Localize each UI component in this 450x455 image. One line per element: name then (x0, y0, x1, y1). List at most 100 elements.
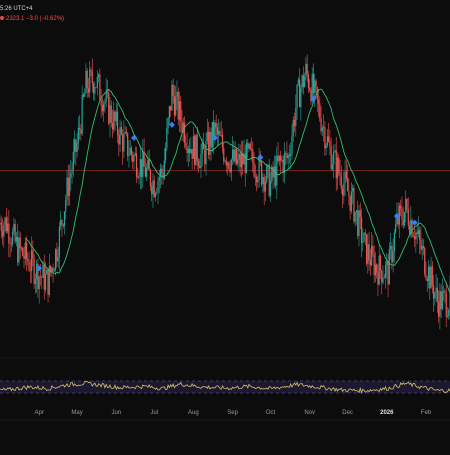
candle-body (310, 90, 312, 102)
candle-body (395, 224, 397, 233)
candle-body (205, 141, 207, 165)
candle-body (420, 239, 422, 250)
candle-body (168, 106, 170, 119)
candle-body (430, 266, 432, 289)
candle-body (72, 151, 74, 170)
candle-body (407, 209, 409, 226)
candle-body (347, 178, 349, 192)
signal-marker-icon (257, 154, 264, 161)
candle-body (99, 74, 101, 100)
session-time: 5:26 UTC+4 (0, 6, 33, 12)
candle-body (392, 251, 394, 263)
candle-body (111, 122, 114, 130)
candle-body (239, 153, 241, 168)
candle-body (195, 134, 197, 166)
candle-body (70, 173, 72, 178)
moving-average-line (25, 88, 450, 294)
candle-body (19, 237, 21, 249)
candle-body (266, 166, 268, 182)
candle-body (389, 245, 392, 249)
candle-body (368, 244, 370, 261)
candle-body (280, 155, 282, 161)
candle-body (13, 224, 15, 232)
candle-body (377, 272, 379, 285)
candle-body (1, 230, 4, 237)
candle-body (209, 132, 211, 155)
candle-body (32, 249, 34, 259)
candle-body (167, 118, 169, 128)
candle-body (316, 87, 318, 100)
candle-body (96, 76, 98, 88)
rsi-band (0, 381, 450, 393)
candle-body (374, 264, 377, 276)
candle-body (353, 187, 355, 222)
candle-body (158, 177, 160, 181)
candle-body (324, 127, 326, 149)
candle-body (282, 159, 284, 173)
candle-body (20, 248, 23, 249)
candle-body (27, 258, 29, 262)
candle-body (77, 127, 79, 143)
candle-body (0, 222, 1, 224)
candle-body (261, 161, 263, 185)
candle-body (393, 232, 395, 252)
candle-body (334, 150, 336, 152)
candle-body (298, 79, 301, 108)
candle-body (256, 176, 258, 183)
candle-body (233, 149, 235, 162)
candle-body (383, 277, 385, 279)
candle-body (197, 161, 200, 166)
candle-body (144, 166, 146, 177)
candle-body (67, 177, 69, 196)
x-axis-month-label: Aug (188, 410, 199, 416)
candle-body (89, 69, 91, 93)
candle-body (321, 127, 323, 132)
candle-body (130, 147, 133, 155)
candle-body (123, 133, 125, 152)
candle-body (431, 266, 433, 286)
candle-body (10, 243, 12, 245)
candle-body (5, 217, 7, 232)
candle-body (68, 177, 71, 196)
candle-body (104, 101, 106, 104)
candle-body (440, 291, 442, 310)
candle-body (401, 208, 403, 220)
candle-body (286, 153, 288, 159)
candle-body (135, 153, 138, 177)
candle-body (109, 105, 111, 124)
candle-body (61, 219, 63, 225)
candle-body (421, 246, 423, 250)
candle-body (221, 134, 224, 148)
candle-body (441, 291, 444, 310)
candle-body (384, 264, 387, 278)
candle-body (60, 219, 62, 227)
candle-body (348, 191, 350, 196)
candle-body (237, 159, 239, 164)
candle-body (231, 149, 234, 160)
candle-body (85, 70, 87, 94)
candle-body (349, 195, 351, 212)
candle-body (425, 274, 427, 279)
candle-body (18, 237, 20, 263)
candle-body (52, 267, 54, 272)
candle-body (38, 276, 40, 290)
candle-body (406, 198, 408, 210)
candle-body (292, 119, 294, 136)
candle-body (219, 130, 221, 136)
candle-body (405, 198, 407, 213)
candle-body (304, 76, 306, 87)
candle-body (341, 188, 344, 196)
candle-body (328, 136, 330, 142)
candle-body (194, 136, 196, 166)
candle-body (305, 63, 307, 77)
price-quote: 2323.1 −3.0 (−0.62%) (0, 16, 64, 22)
candle-body (388, 248, 390, 285)
candle-body (296, 84, 298, 109)
candle-body (291, 135, 293, 154)
candle-body (187, 148, 189, 154)
candle-body (76, 142, 78, 152)
candle-body (439, 291, 441, 317)
candle-body (242, 153, 244, 165)
candle-body (364, 232, 366, 235)
